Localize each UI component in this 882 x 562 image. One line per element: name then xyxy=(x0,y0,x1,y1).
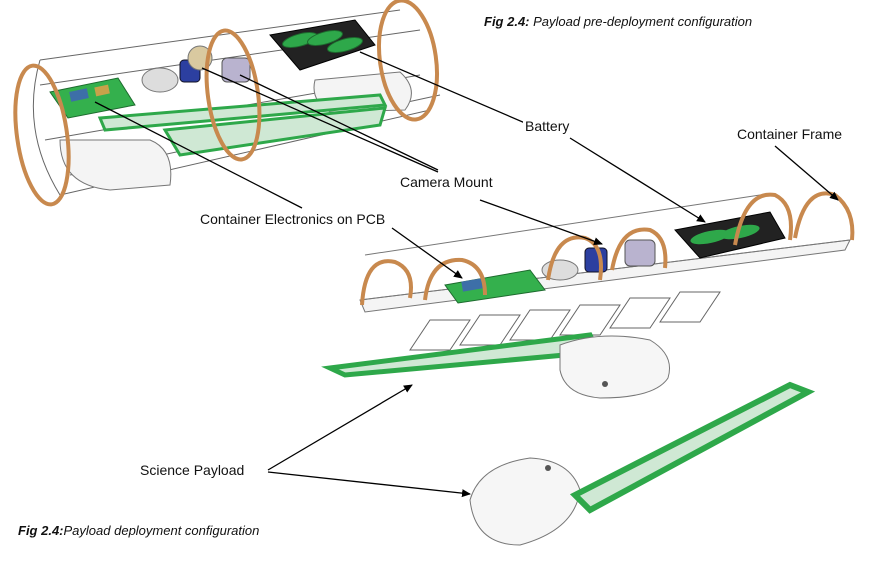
pre-deployment-assembly xyxy=(13,0,441,207)
science-payload-standalone xyxy=(469,381,816,546)
arrow-electronics-mid xyxy=(391,227,463,279)
ring-mid-6 xyxy=(793,191,855,241)
arrow-camera-top xyxy=(239,74,439,171)
camera-ring-top xyxy=(141,67,179,93)
arrow-camera-top2 xyxy=(201,67,439,173)
payload-housing-bottom xyxy=(469,457,581,546)
arrow-payload-2 xyxy=(267,471,471,498)
ring-mid-1 xyxy=(360,259,413,306)
ring-mid-5 xyxy=(733,192,793,246)
ring-mid-2 xyxy=(423,257,487,301)
caption-deployment-text: Payload deployment configuration xyxy=(63,523,260,538)
chip-1 xyxy=(69,88,89,102)
leader-lines xyxy=(94,51,839,498)
arrow-battery-mid xyxy=(569,137,706,223)
caption-deployment: Fig 2.4:Payload deployment configuration xyxy=(18,523,259,538)
chip-2 xyxy=(94,84,110,97)
arrow-battery-top xyxy=(359,51,533,127)
container-frame-mid xyxy=(359,194,851,301)
label-science-payload: Science Payload xyxy=(138,462,247,478)
label-camera-mount: Camera Mount xyxy=(398,174,495,190)
caption-pre-deployment: Fig 2.4: Payload pre-deployment configur… xyxy=(484,14,752,29)
ring-top-2 xyxy=(204,28,262,162)
battery-cell-2 xyxy=(307,30,343,46)
pcb-mid-chip xyxy=(461,278,483,292)
payload-mid-hole xyxy=(602,381,608,387)
battery-cell-3 xyxy=(327,37,363,53)
payload-housing-top xyxy=(59,139,172,191)
arrow-electronics-top xyxy=(94,101,303,209)
ring-mid-4 xyxy=(610,227,668,271)
label-battery: Battery xyxy=(523,118,572,134)
ring-top-3 xyxy=(377,0,439,122)
ring-top-1 xyxy=(13,63,71,207)
battery-mid-cell-1 xyxy=(690,229,730,245)
label-container-electronics: Container Electronics on PCB xyxy=(198,211,388,227)
arrow-frame xyxy=(774,145,839,201)
caption-pre-deployment-prefix: Fig 2.4: xyxy=(484,14,530,29)
pcb-mid xyxy=(444,269,546,304)
battery-mid-cell-2 xyxy=(720,224,760,240)
payload-housing-mid xyxy=(559,335,670,399)
fins xyxy=(409,291,721,351)
arrow-camera-mid xyxy=(479,199,603,246)
camera-block-mid xyxy=(624,239,656,267)
caption-pre-deployment-text: Payload pre-deployment configuration xyxy=(529,14,753,29)
caption-deployment-prefix: Fig 2.4: xyxy=(18,523,64,538)
arrow-payload-1 xyxy=(267,384,413,471)
container-rings-top xyxy=(13,0,439,207)
deployment-assembly xyxy=(321,191,855,399)
label-container-frame: Container Frame xyxy=(735,126,845,142)
science-panel-bottom xyxy=(569,381,816,514)
science-panel-top-1 xyxy=(97,93,388,132)
camera-motor-mid xyxy=(584,247,608,273)
payload-bottom-hole xyxy=(545,465,551,471)
